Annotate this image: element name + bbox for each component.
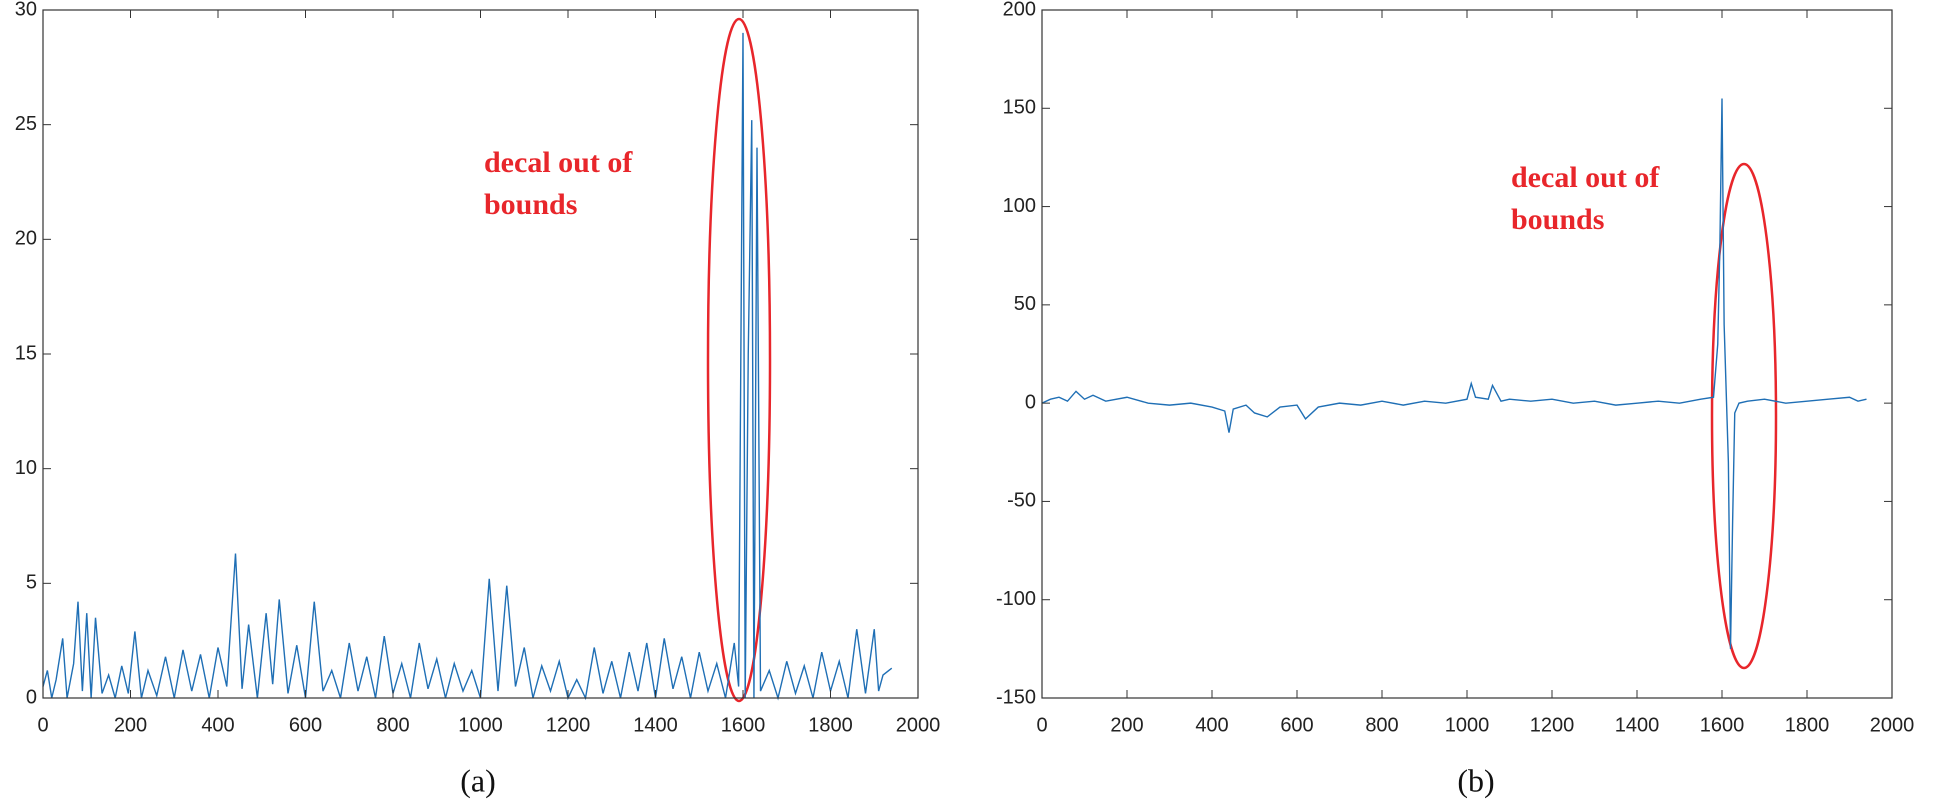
highlight-ellipse (1710, 162, 1778, 670)
y-tick-label: -150 (996, 686, 1036, 708)
plot-frame (1041, 9, 1893, 699)
annotation: decal out of (1511, 161, 1660, 194)
y-tick-label: 0 (1025, 391, 1036, 413)
highlight-ellipse (706, 17, 772, 703)
y-tick-label: 50 (1014, 293, 1036, 315)
y-tick-label: 20 (15, 228, 37, 250)
x-tick-label: 2000 (1870, 714, 1915, 736)
y-tick-label: 5 (26, 572, 37, 594)
y-tick-label: 200 (1003, 0, 1036, 20)
x-tick-label: 1600 (721, 714, 766, 736)
x-tick-label: 800 (1365, 714, 1398, 736)
annotation: decal out of (484, 146, 633, 179)
caption: (b) (1457, 762, 1494, 798)
x-tick-label: 1600 (1700, 714, 1745, 736)
y-tick-label: -50 (1007, 490, 1036, 512)
x-tick-label: 200 (1110, 714, 1143, 736)
x-tick-label: 600 (289, 714, 322, 736)
data-line (1041, 98, 1867, 649)
x-tick-label: 1800 (1785, 714, 1830, 736)
x-tick-label: 400 (1195, 714, 1228, 736)
plot-frame (42, 9, 919, 699)
x-tick-label: 1000 (458, 714, 503, 736)
x-tick-label: 1200 (1530, 714, 1575, 736)
x-tick-label: 200 (114, 714, 147, 736)
annotation: bounds (484, 188, 577, 221)
x-tick-label: 1800 (808, 714, 853, 736)
y-tick-label: 100 (1003, 195, 1036, 217)
data-line (42, 32, 893, 701)
y-tick-label: 30 (15, 0, 37, 20)
caption: (a) (460, 762, 496, 798)
y-tick-label: 150 (1003, 97, 1036, 119)
y-tick-label: 25 (15, 113, 37, 135)
x-tick-label: 600 (1280, 714, 1313, 736)
x-tick-label: 400 (201, 714, 234, 736)
annotation: bounds (1511, 203, 1604, 236)
x-tick-label: 800 (376, 714, 409, 736)
x-tick-label: 1200 (546, 714, 591, 736)
y-tick-label: 15 (15, 342, 37, 364)
x-tick-label: 2000 (896, 714, 941, 736)
x-tick-label: 0 (37, 714, 48, 736)
y-tick-label: 0 (26, 686, 37, 708)
x-tick-label: 0 (1036, 714, 1047, 736)
x-tick-label: 1400 (633, 714, 678, 736)
x-tick-label: 1400 (1615, 714, 1660, 736)
y-tick-label: -100 (996, 588, 1036, 610)
x-tick-label: 1000 (1445, 714, 1490, 736)
y-tick-label: 10 (15, 457, 37, 479)
